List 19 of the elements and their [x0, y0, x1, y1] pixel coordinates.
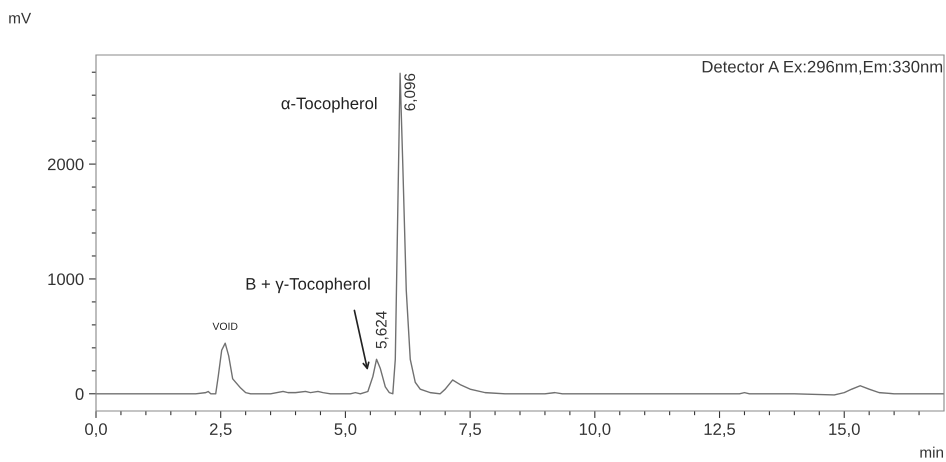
y-axis-title: mV	[9, 12, 32, 24]
annotation: VOID	[212, 322, 238, 330]
x-tick-label: 15,0	[829, 423, 860, 438]
x-tick-label: 7,5	[459, 423, 482, 438]
x-tick-label: 10,0	[580, 423, 610, 438]
line-series	[96, 72, 944, 396]
x-tick-label: 0,0	[85, 423, 107, 438]
annotation: 6,096	[404, 74, 417, 110]
x-tick-label: 5,0	[334, 423, 356, 438]
x-tick-label: 2,5	[210, 423, 232, 438]
x-tick-label: 12,5	[704, 423, 736, 438]
y-tick-label: 0	[76, 388, 84, 400]
annotation: B + γ-Tocopherol	[246, 278, 370, 294]
y-tick-label: 2000	[48, 158, 84, 170]
annotation: Detector A Ex:296nm,Em:330nm	[702, 60, 942, 75]
annotation: α-Tocopherol	[282, 97, 376, 113]
y-tick-label: 1000	[48, 273, 84, 286]
x-axis-title: min	[920, 446, 944, 458]
annotation: 5,624	[376, 311, 388, 348]
